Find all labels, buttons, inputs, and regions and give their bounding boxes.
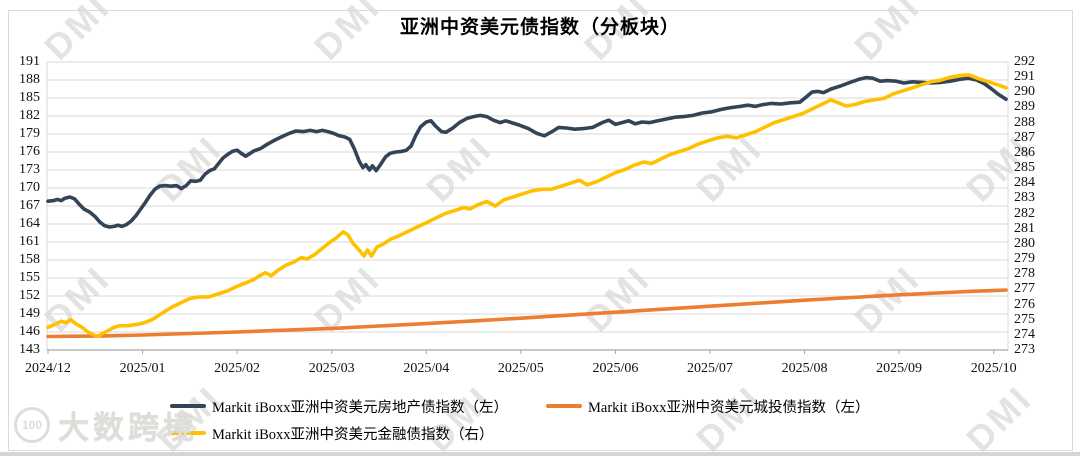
x-axis-tick-label: 2025/04 bbox=[403, 361, 450, 376]
legend-line-swatch-icon bbox=[170, 404, 206, 408]
right-axis-tick-label: 289 bbox=[1014, 99, 1035, 115]
x-axis-tick-label: 2025/07 bbox=[687, 361, 733, 376]
left-axis-tick-label: 182 bbox=[19, 108, 40, 123]
legend-item: Markit iBoxx亚洲中资美元房地产债指数（左） bbox=[170, 398, 509, 416]
right-axis-tick-label: 291 bbox=[1014, 69, 1035, 85]
left-axis-tick-label: 164 bbox=[19, 216, 40, 231]
right-axis-tick-label: 275 bbox=[1014, 311, 1035, 327]
dashukuajing-logo: 100 大数跨境 bbox=[14, 402, 198, 447]
left-axis-tick-label: 167 bbox=[19, 198, 40, 213]
legend-label: Markit iBoxx亚洲中资美元房地产债指数（左） bbox=[212, 399, 509, 416]
right-axis-tick-label: 279 bbox=[1014, 251, 1035, 267]
legend-line-swatch-icon bbox=[170, 431, 206, 435]
left-axis-tick-label: 173 bbox=[19, 162, 40, 177]
x-axis-tick-label: 2025/01 bbox=[119, 361, 166, 376]
left-axis-tick-label: 176 bbox=[19, 144, 40, 159]
series-line-orange bbox=[46, 288, 1008, 339]
x-axis-tick-label: 2025/05 bbox=[497, 361, 544, 376]
x-axis-tick-label: 2025/10 bbox=[970, 361, 1017, 376]
x-axis-tick-label: 2024/12 bbox=[25, 361, 71, 376]
chart-title: 亚洲中资美元债指数（分板块） bbox=[399, 17, 680, 38]
left-axis-tick-label: 146 bbox=[19, 324, 40, 339]
right-axis-tick-label: 276 bbox=[1014, 296, 1035, 312]
right-axis-tick-label: 288 bbox=[1014, 114, 1035, 130]
bottom-edge-strip bbox=[0, 452, 1080, 456]
left-axis-tick-label: 143 bbox=[19, 342, 40, 357]
right-axis-tick-label: 278 bbox=[1014, 266, 1035, 282]
right-axis-tick-label: 277 bbox=[1014, 281, 1035, 297]
left-axis-tick-label: 170 bbox=[19, 180, 40, 195]
left-axis-tick-label: 152 bbox=[19, 288, 40, 303]
left-axis-tick-label: 155 bbox=[19, 270, 40, 285]
right-axis-tick-label: 286 bbox=[1014, 144, 1035, 160]
right-axis-tick-label: 285 bbox=[1014, 160, 1035, 176]
right-axis-tick-label: 290 bbox=[1014, 84, 1035, 100]
left-axis-tick-label: 188 bbox=[19, 72, 40, 87]
x-axis-tick-label: 2025/09 bbox=[876, 361, 923, 376]
x-axis-tick-label: 2025/03 bbox=[308, 361, 355, 376]
right-axis-tick-label: 287 bbox=[1014, 129, 1035, 145]
x-axis-tick-label: 2025/08 bbox=[781, 361, 828, 376]
right-axis-tick-label: 282 bbox=[1014, 205, 1035, 221]
right-axis-tick-label: 274 bbox=[1014, 326, 1035, 342]
legend-item: Markit iBoxx亚洲中资美元金融债指数（右） bbox=[170, 425, 494, 443]
legend-item: Markit iBoxx亚洲中资美元城投债指数（左） bbox=[546, 398, 870, 416]
left-axis-tick-label: 191 bbox=[19, 54, 40, 69]
left-axis-tick-label: 179 bbox=[19, 126, 40, 141]
left-axis-tick-label: 149 bbox=[19, 306, 40, 321]
logo-text: 大数跨境 bbox=[58, 410, 198, 445]
right-axis-tick-label: 273 bbox=[1014, 342, 1035, 357]
left-axis-tick-label: 161 bbox=[19, 234, 40, 249]
x-axis-tick-label: 2025/06 bbox=[592, 361, 639, 376]
legend-label: Markit iBoxx亚洲中资美元城投债指数（左） bbox=[588, 399, 870, 416]
legend-line-swatch-icon bbox=[546, 404, 582, 408]
right-axis-tick-label: 280 bbox=[1014, 235, 1035, 251]
legend-label: Markit iBoxx亚洲中资美元金融债指数（右） bbox=[212, 426, 494, 443]
logo-100-badge-icon: 100 bbox=[14, 406, 50, 443]
series-line-gold bbox=[46, 73, 1008, 339]
series-line-navy bbox=[46, 75, 1008, 229]
right-axis-tick-label: 281 bbox=[1014, 220, 1035, 236]
x-axis-tick-label: 2025/02 bbox=[214, 361, 261, 376]
right-axis-tick-label: 284 bbox=[1014, 175, 1035, 191]
right-axis-tick-label: 283 bbox=[1014, 190, 1035, 206]
left-axis-tick-label: 158 bbox=[19, 252, 40, 267]
right-axis-tick-label: 292 bbox=[1014, 54, 1035, 69]
left-axis-tick-label: 185 bbox=[19, 90, 40, 105]
